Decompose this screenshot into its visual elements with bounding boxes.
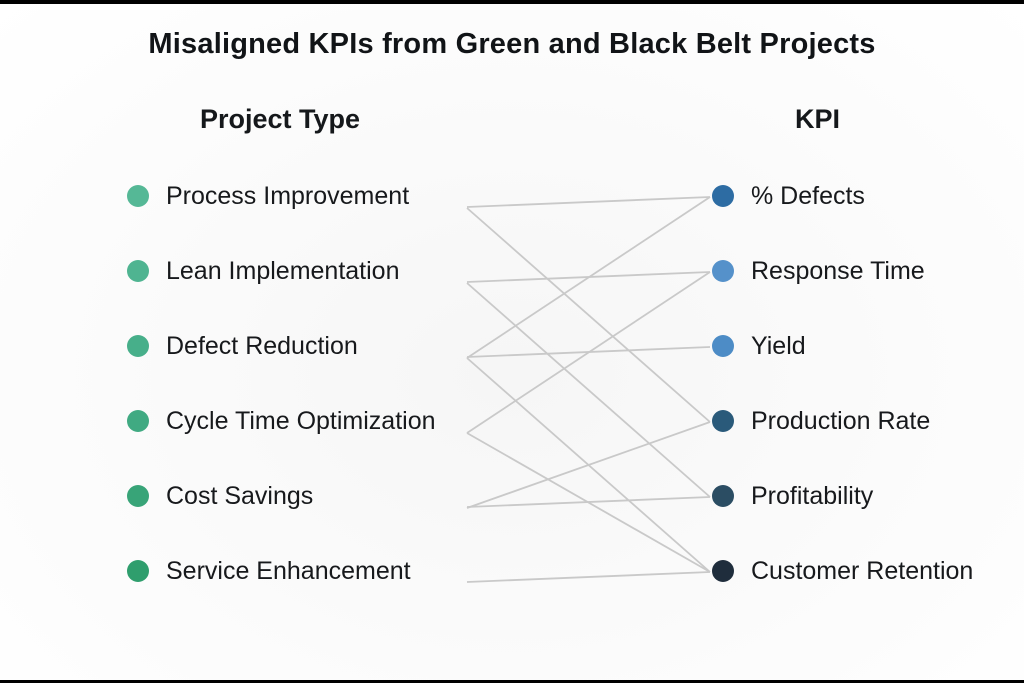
- project-type-item-label: Service Enhancement: [166, 556, 411, 585]
- navy-dot-icon: [712, 560, 734, 582]
- connector-line: [466, 271, 711, 283]
- diagram-title: Misaligned KPIs from Green and Black Bel…: [148, 28, 876, 60]
- blue-dot-icon: [712, 185, 734, 207]
- kpi-list-item: % Defects: [712, 179, 865, 213]
- connector-line: [466, 571, 711, 583]
- project-type-list-item: Lean Implementation: [127, 254, 399, 288]
- project-type-list-item: Process Improvement: [127, 179, 409, 213]
- green-dot-icon: [127, 485, 149, 507]
- green-dot-icon: [127, 410, 149, 432]
- kpi-list-item: Yield: [712, 329, 806, 363]
- connector-line: [466, 346, 711, 358]
- kpi-item-label: Production Rate: [751, 406, 931, 435]
- kpi-item-label: Yield: [751, 331, 806, 360]
- connector-line: [466, 282, 711, 498]
- project-type-item-label: Cost Savings: [166, 481, 314, 510]
- connector-line: [466, 496, 711, 508]
- kpi-item-label: % Defects: [751, 181, 865, 210]
- kpi-list-item: Response Time: [712, 254, 925, 288]
- project-type-item-label: Lean Implementation: [166, 256, 400, 285]
- project-type-item-label: Process Improvement: [166, 181, 410, 210]
- project-type-list-item: Defect Reduction: [127, 329, 358, 363]
- blue-dot-icon: [712, 335, 734, 357]
- column-header-kpi: KPI: [794, 104, 840, 134]
- kpi-list-item: Customer Retention: [712, 554, 973, 588]
- column-header-project-type: Project Type: [199, 104, 361, 134]
- project-type-list-item: Cost Savings: [127, 479, 313, 513]
- kpi-list-item: Profitability: [712, 479, 873, 513]
- green-dot-icon: [127, 185, 149, 207]
- connector-line: [466, 196, 711, 208]
- kpi-item-label: Response Time: [751, 256, 925, 285]
- project-type-list-item: Service Enhancement: [127, 554, 411, 588]
- kpi-item-label: Customer Retention: [751, 556, 974, 585]
- project-type-item-label: Defect Reduction: [166, 331, 358, 360]
- bottom-border-bar: [0, 680, 1024, 683]
- top-border-bar: [0, 0, 1024, 4]
- connector-line: [466, 207, 711, 423]
- project-type-item-label: Cycle Time Optimization: [166, 406, 436, 435]
- green-dot-icon: [127, 335, 149, 357]
- green-dot-icon: [127, 260, 149, 282]
- kpi-list-item: Production Rate: [712, 404, 930, 438]
- connector-line: [466, 421, 711, 509]
- kpi-item-label: Profitability: [751, 481, 874, 510]
- blue-dot-icon: [712, 260, 734, 282]
- green-dot-icon: [127, 560, 149, 582]
- connector-line: [466, 196, 711, 359]
- project-type-list-item: Cycle Time Optimization: [127, 404, 436, 438]
- blue-dot-icon: [712, 485, 734, 507]
- connector-line: [466, 357, 711, 573]
- connector-line: [466, 271, 711, 434]
- blue-dot-icon: [712, 410, 734, 432]
- connector-line: [466, 432, 711, 573]
